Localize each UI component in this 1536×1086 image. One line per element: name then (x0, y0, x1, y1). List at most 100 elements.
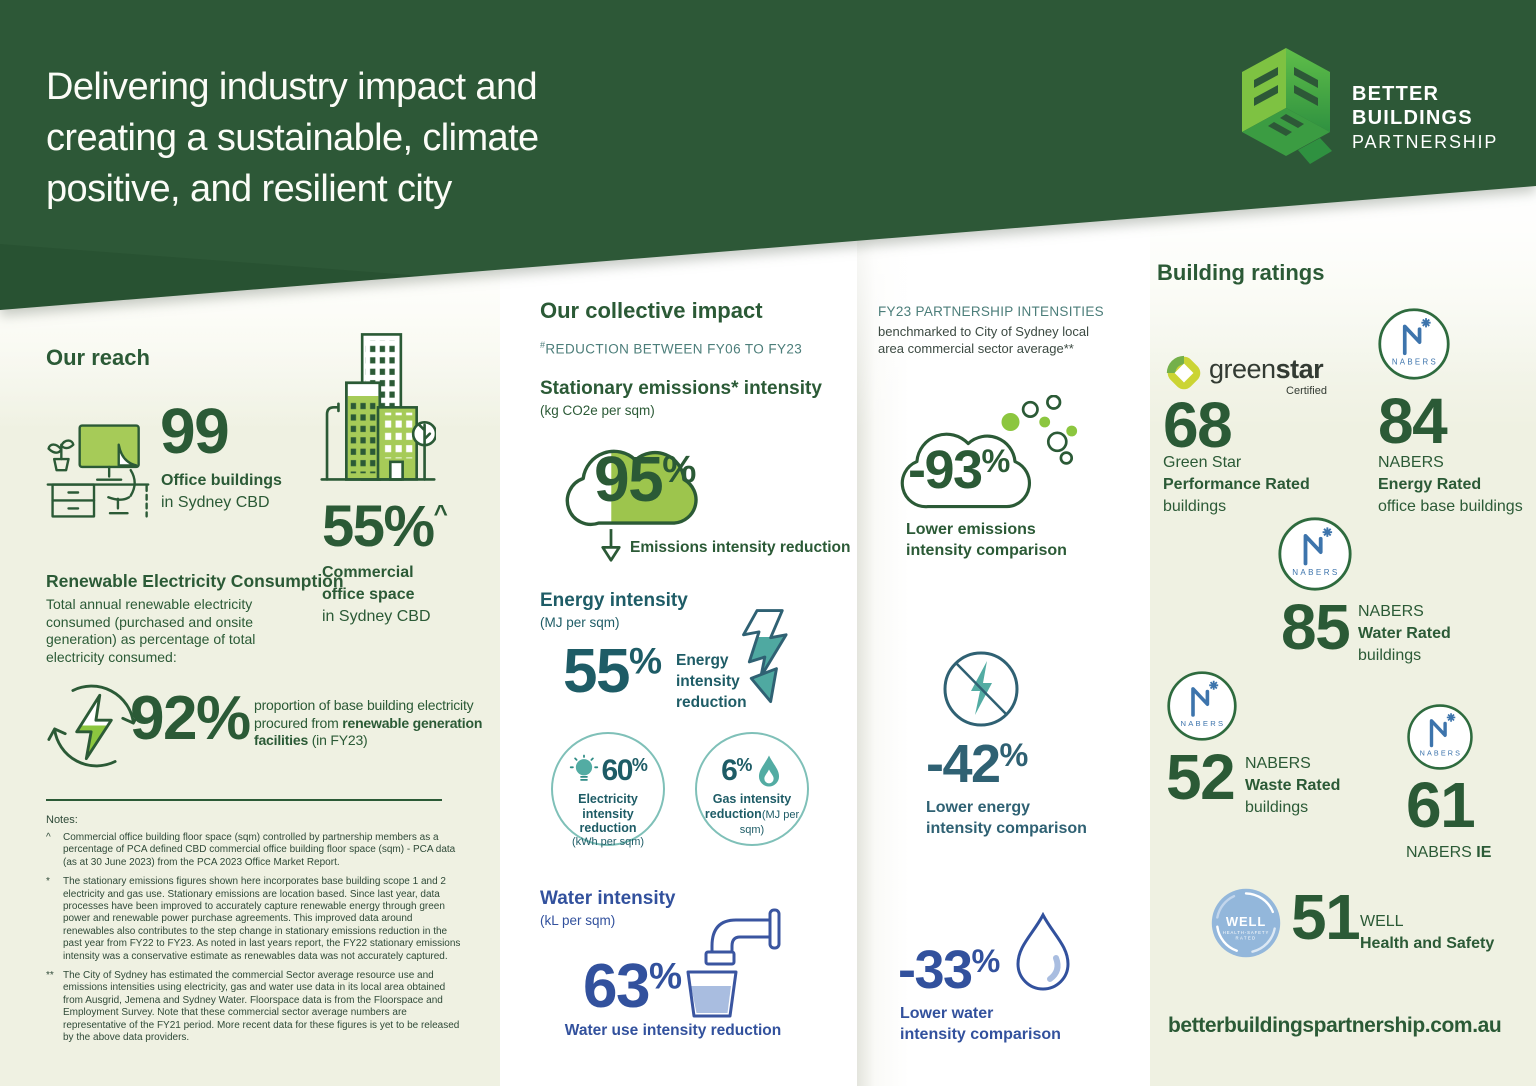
office-buildings-sublabel: in Sydney CBD (161, 494, 270, 511)
energy-unit: (MJ per sqm) (540, 615, 620, 630)
stationary-heading: Stationary emissions* intensity (540, 378, 822, 399)
benchmark-emissions-value-text: -93 (908, 440, 983, 500)
nabers-waste-value: 52 (1166, 741, 1236, 813)
reduction-subnote-text: REDUCTION BETWEEN FY06 TO FY23 (545, 341, 803, 357)
nabers-waste-label-3: buildings (1245, 799, 1309, 816)
note-text: The stationary emissions figures shown h… (63, 876, 461, 962)
energy-value: 55% (563, 641, 662, 703)
stationary-unit: (kg CO2e per sqm) (540, 403, 655, 418)
nabers-logo-label: NABERS (1180, 719, 1225, 728)
water-value-text: 63 (583, 952, 650, 1021)
bbp-logo-line1: BETTER (1352, 83, 1440, 105)
greenstar-label-1: Green Star (1163, 454, 1242, 471)
renewable-description: Total annual renewable electricity consu… (46, 596, 256, 665)
benchmark-heading: FY23 PARTNERSHIP INTENSITIES (878, 304, 1104, 319)
greenstar-label-2: Performance Rated (1163, 476, 1310, 493)
office-space-note-marker: ^ (433, 500, 448, 528)
bbp-logo-line3: PARTNERSHIP (1352, 132, 1499, 152)
down-arrow-icon (601, 529, 621, 562)
note-marker: ** (46, 970, 54, 982)
gas-caption: Gas intensity reduction(MJ per sqm) (702, 792, 802, 838)
stationary-value-pct: % (662, 447, 696, 491)
well-label-2: Health and Safety (1360, 935, 1495, 952)
renewable-heading: Renewable Electricity Consumption (46, 571, 344, 591)
well-label-1: WELL (1360, 913, 1404, 930)
nabers-water-value: 85 (1281, 591, 1351, 663)
electricity-value: 60% (602, 755, 648, 786)
lightning-arrow-icon (742, 609, 788, 704)
note-item: * The stationary emissions figures shown… (46, 876, 466, 963)
note-item: ^ Commercial office building floor space… (46, 832, 466, 869)
nabers-waste-label-2: Waste Rated (1245, 777, 1341, 794)
office-space-label-bold: Commercial office space (322, 564, 415, 603)
well-value: 51 (1291, 881, 1361, 953)
nabers-ie-label: NABERS IE (1406, 842, 1491, 864)
bbp-logo-wordmark: BETTER BUILDINGS PARTNERSHIP (1352, 82, 1498, 154)
nabers-ie-label-bold: IE (1476, 844, 1492, 861)
nabers-logo-label: NABERS (1420, 749, 1462, 758)
emissions-cloud-icon (565, 449, 698, 527)
nabers-logo-label: NABERS (1392, 357, 1438, 366)
page-title: Delivering industry impact and creating … (46, 66, 539, 210)
note-item: ** The City of Sydney has estimated the … (46, 970, 466, 1044)
benchmark-emissions-pct: % (981, 442, 1011, 479)
benchmark-energy-value-text: -42 (926, 734, 1001, 794)
well-logo-sub2: RATED (1235, 936, 1256, 941)
reduction-subnote: #REDUCTION BETWEEN FY06 TO FY23 (540, 340, 802, 357)
bbp-logo-icon (1242, 48, 1332, 164)
renewable-caption-post: (in FY23) (308, 732, 368, 748)
renewable-value: 92% (130, 684, 251, 753)
greenstar-word-star: star (1275, 354, 1324, 384)
building-ratings-heading: Building ratings (1157, 260, 1325, 285)
stationary-caption: Emissions intensity reduction (630, 539, 851, 556)
nabers-logo-label: NABERS (1292, 568, 1339, 577)
electricity-circle: 60% Electricity intensity reduction (kWh… (551, 732, 665, 848)
benchmark-water-pct: % (971, 942, 1001, 979)
notes-label: Notes: (46, 814, 78, 826)
benchmark-energy-pct: % (999, 736, 1029, 773)
renewable-caption-bold: renewable generation facilities (254, 714, 483, 749)
no-energy-icon (943, 651, 1019, 727)
city-buildings-icon (320, 333, 436, 481)
nabers-water-label-1: NABERS (1358, 603, 1424, 620)
gas-circle: 6% Gas intensity reduction(MJ per sqm) (695, 732, 809, 846)
bbp-logo-line2: BUILDINGS (1352, 107, 1473, 129)
benchmark-emissions-caption: Lower emissions intensity comparison (906, 521, 1067, 559)
electricity-unit: (kWh per sqm) (571, 835, 645, 848)
website-link[interactable]: betterbuildingspartnership.com.au (1168, 1014, 1502, 1037)
notes-divider (46, 799, 442, 801)
office-space-label: Commercial office space in Sydney CBD (322, 562, 431, 628)
greenstar-word-green: green (1209, 354, 1276, 384)
greenstar-icon (1166, 355, 1201, 390)
benchmark-energy-caption: Lower energy intensity comparison (926, 799, 1087, 837)
notes-section: Notes: ^ Commercial office building floo… (46, 814, 466, 1052)
office-space-value-text: 55% (322, 494, 435, 559)
greenstar-label-3: buildings (1163, 498, 1227, 515)
greenstar-value: 68 (1163, 389, 1233, 461)
nabers-logo: NABERS (1407, 704, 1473, 770)
collective-impact-heading: Our collective impact (540, 298, 763, 323)
gas-value: 6% (721, 754, 752, 788)
lightbulb-icon (569, 754, 598, 781)
benchmark-emissions-value: -93% (908, 442, 1011, 497)
water-unit: (kL per sqm) (540, 913, 616, 928)
renewable-energy-icon (47, 684, 141, 768)
well-logo-sub1: HEALTH-SAFETY (1223, 930, 1269, 935)
gas-caption-bold: Gas intensity reduction (704, 792, 792, 821)
renewable-caption-pre: proportion of base building electricity … (254, 697, 474, 731)
gas-value-text: 6 (721, 754, 738, 788)
electricity-caption: Electricity intensity reduction (578, 792, 638, 835)
nabers-energy-label-2: Energy Rated (1378, 476, 1482, 493)
tap-icon (686, 908, 781, 1018)
energy-heading: Energy intensity (540, 590, 688, 611)
desk-icon (46, 424, 150, 518)
office-buildings-label-bold: Office buildings (161, 472, 282, 489)
electricity-value-pct: % (631, 755, 648, 776)
nabers-energy-labels: NABERS Energy Rated office base building… (1378, 452, 1523, 518)
flame-icon (758, 755, 779, 787)
nabers-water-labels: NABERS Water Rated buildings (1358, 601, 1451, 667)
energy-value-text: 55 (563, 637, 630, 706)
benchmark-water-value-text: -33 (898, 940, 973, 1000)
nabers-logo: NABERS (1378, 308, 1450, 380)
office-buildings-label: Office buildings in Sydney CBD (161, 470, 282, 514)
